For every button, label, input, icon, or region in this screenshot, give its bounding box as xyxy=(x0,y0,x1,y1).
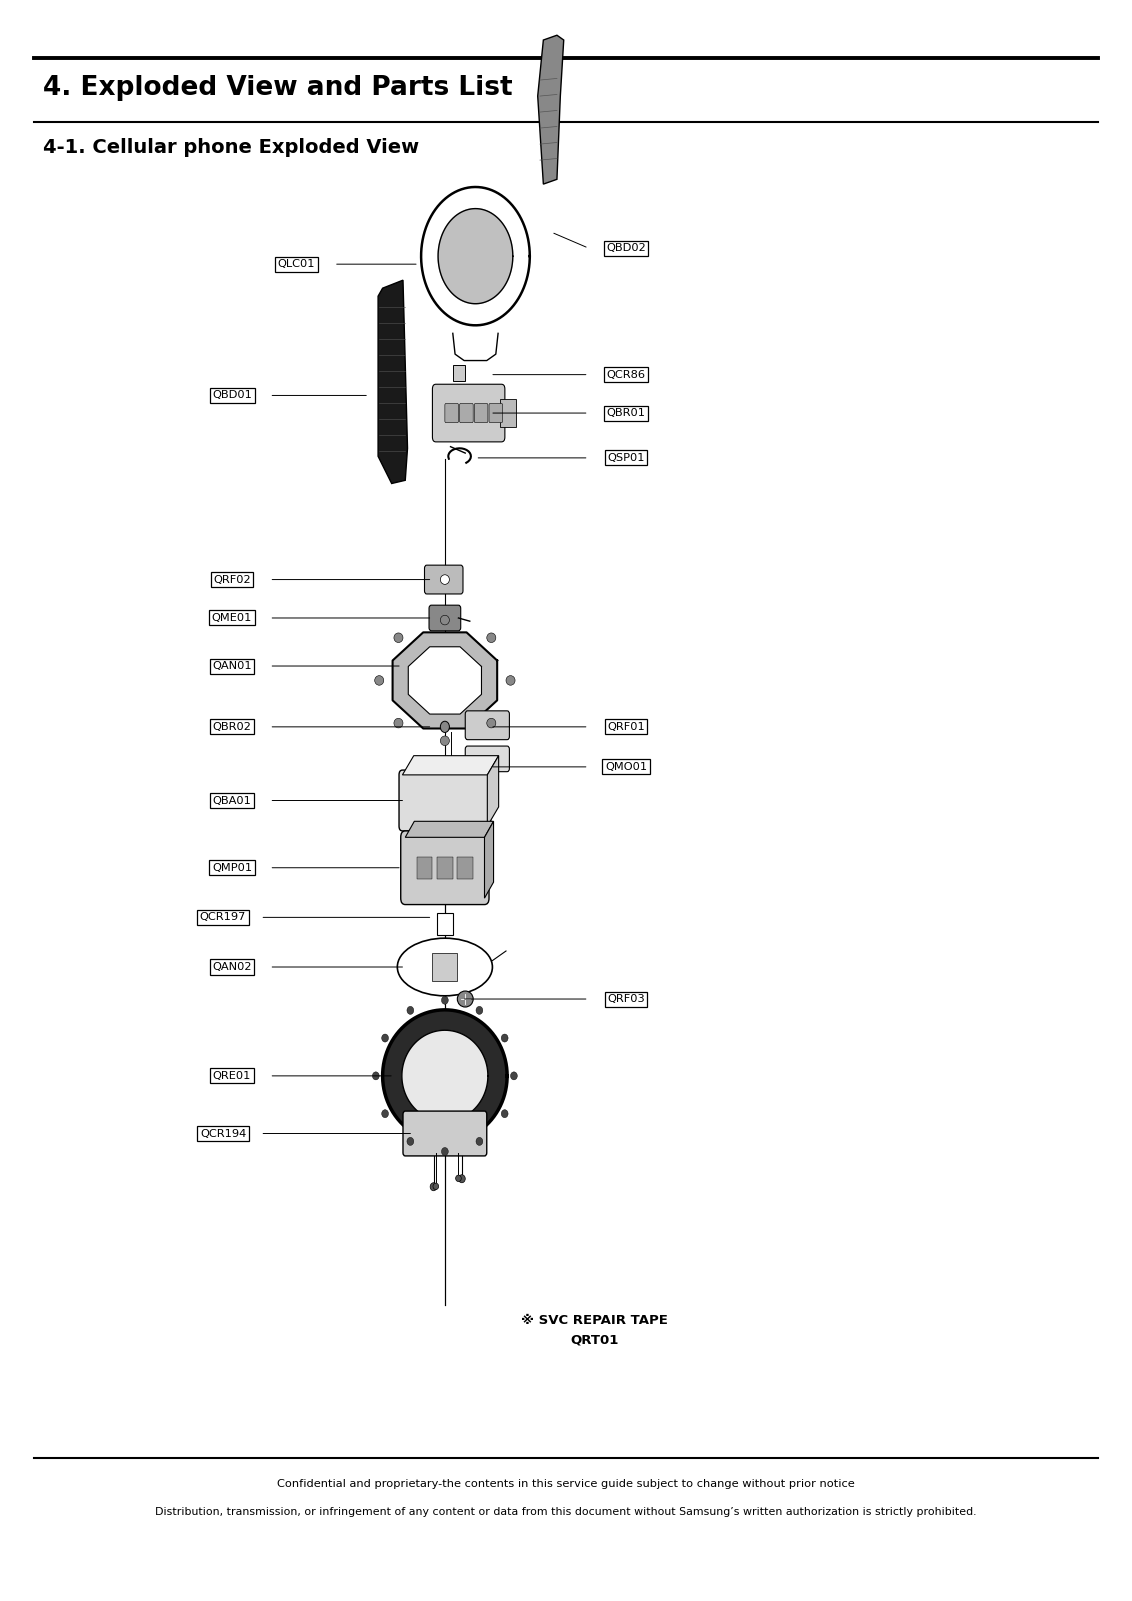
FancyBboxPatch shape xyxy=(444,768,466,791)
Ellipse shape xyxy=(511,1073,517,1081)
Ellipse shape xyxy=(506,676,515,685)
Ellipse shape xyxy=(397,938,492,996)
FancyBboxPatch shape xyxy=(453,365,465,381)
Polygon shape xyxy=(484,821,494,898)
Ellipse shape xyxy=(501,1034,508,1042)
FancyBboxPatch shape xyxy=(437,857,453,879)
Text: QCR197: QCR197 xyxy=(200,913,246,922)
Text: QBR02: QBR02 xyxy=(213,722,251,732)
Polygon shape xyxy=(538,35,564,184)
Ellipse shape xyxy=(372,1073,379,1081)
Ellipse shape xyxy=(375,676,384,685)
Ellipse shape xyxy=(381,1109,388,1117)
Text: 4. Exploded View and Parts List: 4. Exploded View and Parts List xyxy=(43,75,513,101)
Text: QMO01: QMO01 xyxy=(604,762,648,772)
Ellipse shape xyxy=(394,632,403,642)
FancyBboxPatch shape xyxy=(432,953,457,981)
Text: QLC01: QLC01 xyxy=(277,259,316,269)
FancyBboxPatch shape xyxy=(500,399,516,427)
Text: QRF01: QRF01 xyxy=(607,722,645,732)
Text: QRF03: QRF03 xyxy=(607,994,645,1004)
Text: QBD01: QBD01 xyxy=(212,391,252,400)
Ellipse shape xyxy=(487,719,496,728)
FancyBboxPatch shape xyxy=(489,403,503,423)
Text: QBA01: QBA01 xyxy=(213,796,251,805)
Ellipse shape xyxy=(440,615,449,624)
Text: QSP01: QSP01 xyxy=(607,453,645,463)
FancyBboxPatch shape xyxy=(465,746,509,772)
Polygon shape xyxy=(378,280,408,484)
FancyBboxPatch shape xyxy=(460,403,473,423)
Text: QCR86: QCR86 xyxy=(607,370,645,379)
Text: QCR194: QCR194 xyxy=(200,1129,246,1138)
Ellipse shape xyxy=(458,1175,465,1183)
Text: QMP01: QMP01 xyxy=(212,863,252,873)
Ellipse shape xyxy=(477,1007,483,1015)
Ellipse shape xyxy=(441,996,448,1004)
Polygon shape xyxy=(403,756,498,775)
Text: 4-1. Cellular phone Exploded View: 4-1. Cellular phone Exploded View xyxy=(43,138,419,157)
Ellipse shape xyxy=(440,575,449,584)
FancyBboxPatch shape xyxy=(417,857,432,879)
Ellipse shape xyxy=(455,1175,462,1182)
Ellipse shape xyxy=(432,1183,439,1190)
Polygon shape xyxy=(409,647,481,714)
Ellipse shape xyxy=(408,1007,414,1015)
FancyBboxPatch shape xyxy=(424,565,463,594)
Text: QAN02: QAN02 xyxy=(213,962,251,972)
Text: QAN01: QAN01 xyxy=(212,661,252,671)
Text: QRE01: QRE01 xyxy=(213,1071,251,1081)
Polygon shape xyxy=(383,1010,507,1142)
FancyBboxPatch shape xyxy=(474,403,488,423)
Ellipse shape xyxy=(381,1034,388,1042)
Polygon shape xyxy=(487,756,498,826)
Polygon shape xyxy=(393,632,497,728)
Ellipse shape xyxy=(440,736,449,746)
Ellipse shape xyxy=(430,1183,437,1191)
Text: QRF02: QRF02 xyxy=(213,575,251,584)
Ellipse shape xyxy=(402,1031,488,1121)
Ellipse shape xyxy=(394,719,403,728)
Polygon shape xyxy=(405,821,494,837)
FancyBboxPatch shape xyxy=(432,384,505,442)
Text: QBR01: QBR01 xyxy=(607,408,645,418)
Ellipse shape xyxy=(501,1109,508,1117)
Text: Confidential and proprietary-the contents in this service guide subject to chang: Confidential and proprietary-the content… xyxy=(277,1479,855,1489)
Text: ※ SVC REPAIR TAPE
QRT01: ※ SVC REPAIR TAPE QRT01 xyxy=(521,1314,668,1346)
Text: Distribution, transmission, or infringement of any content or data from this doc: Distribution, transmission, or infringem… xyxy=(155,1507,977,1516)
FancyBboxPatch shape xyxy=(465,711,509,740)
Ellipse shape xyxy=(475,1137,482,1145)
FancyBboxPatch shape xyxy=(457,857,473,879)
FancyBboxPatch shape xyxy=(403,1111,487,1156)
Ellipse shape xyxy=(487,632,496,642)
FancyBboxPatch shape xyxy=(437,913,453,935)
Ellipse shape xyxy=(438,208,513,304)
Text: QBD02: QBD02 xyxy=(606,243,646,253)
FancyBboxPatch shape xyxy=(401,831,489,905)
Ellipse shape xyxy=(440,720,449,732)
Text: QME01: QME01 xyxy=(212,613,252,623)
FancyBboxPatch shape xyxy=(445,403,458,423)
Ellipse shape xyxy=(406,1137,414,1145)
Ellipse shape xyxy=(457,991,473,1007)
FancyBboxPatch shape xyxy=(429,605,461,631)
Ellipse shape xyxy=(441,1148,448,1156)
FancyBboxPatch shape xyxy=(400,770,491,831)
